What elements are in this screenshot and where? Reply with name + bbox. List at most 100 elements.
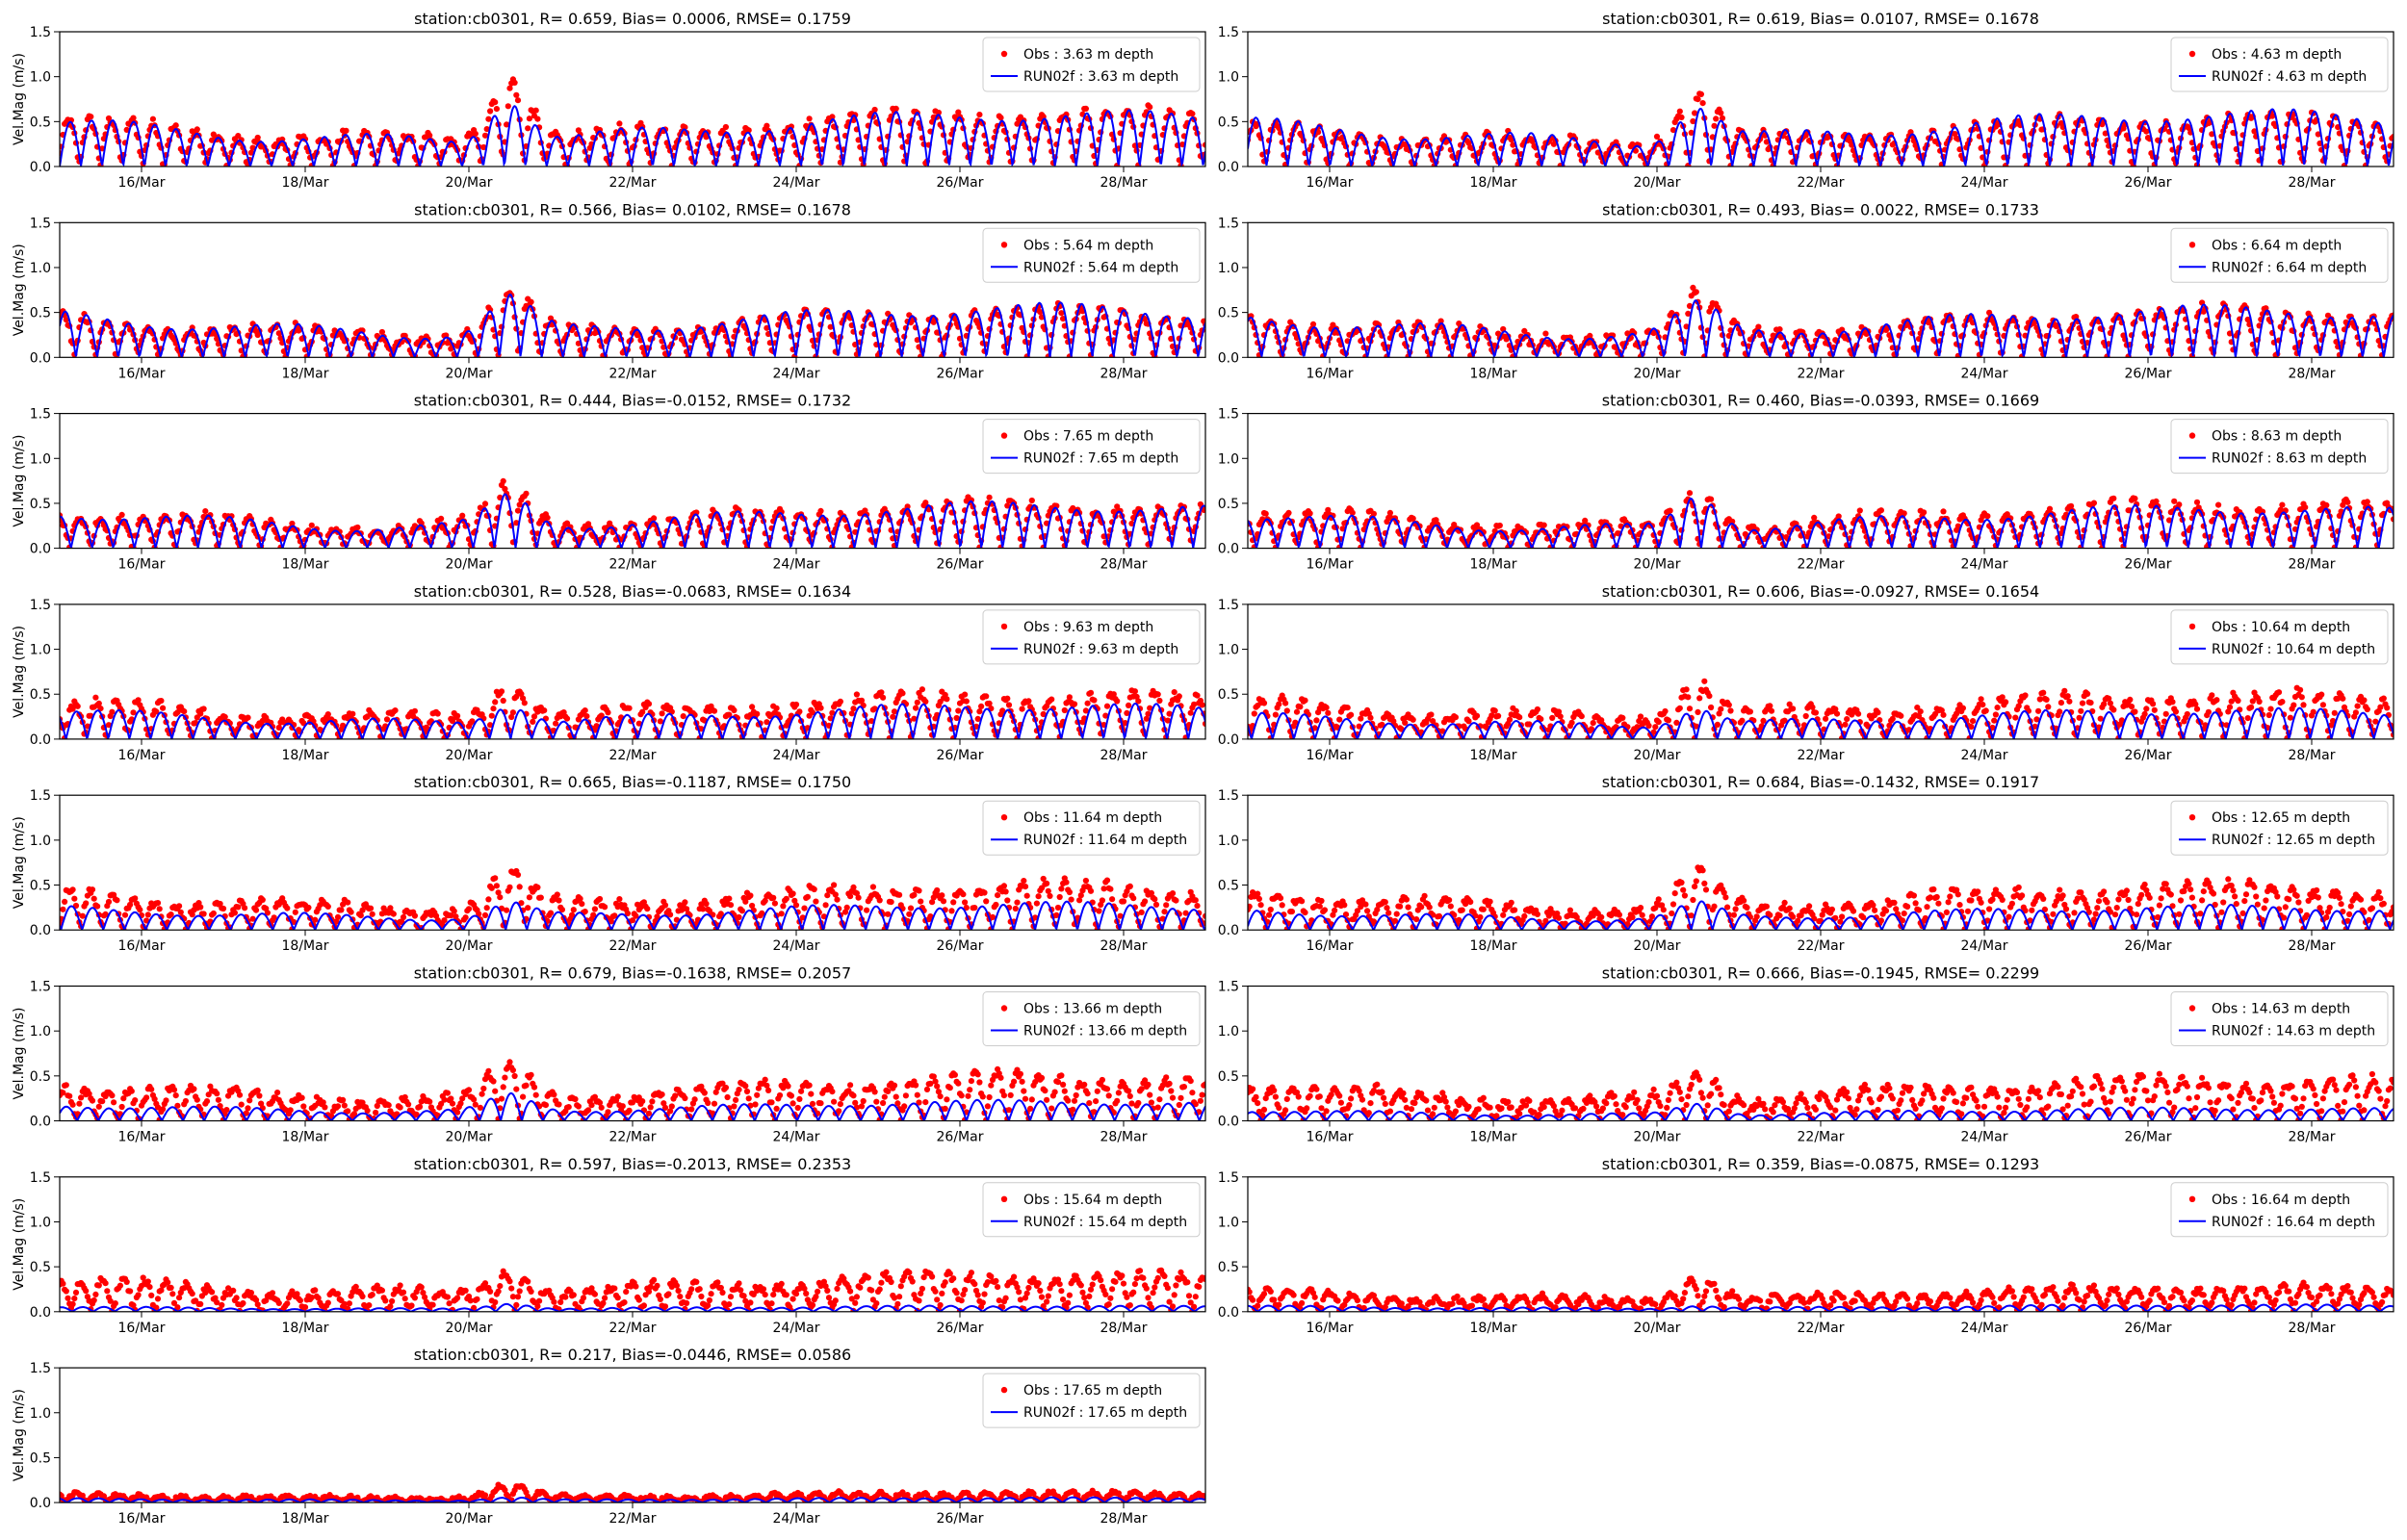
legend-box: [2170, 37, 2389, 92]
obs-point: [481, 500, 489, 507]
obs-point: [490, 706, 497, 712]
obs-point: [1082, 105, 1089, 112]
obs-point: [853, 691, 861, 698]
obs-point: [1202, 141, 1205, 148]
obs-point: [498, 688, 505, 695]
legend-model-label: RUN02f : 7.65 m depth: [1023, 451, 1178, 467]
obs-point: [749, 704, 756, 710]
obs-point: [827, 323, 834, 330]
obs-point: [773, 705, 780, 711]
obs-point: [1060, 316, 1067, 322]
obs-point: [492, 699, 499, 706]
obs-point: [392, 707, 399, 714]
obs-point: [383, 716, 391, 723]
subplot-4.63m: station:cb0301, R= 0.619, Bias= 0.0107, …: [1218, 10, 2394, 191]
y-tick-label: 0.0: [1218, 160, 1239, 175]
obs-point: [92, 694, 99, 701]
y-tick-label: 1.5: [30, 407, 51, 423]
obs-point: [764, 324, 770, 331]
plot-area: [60, 290, 1205, 358]
obs-point: [2193, 499, 2201, 505]
x-tick-label: 18/Mar: [282, 366, 329, 381]
obs-point: [899, 690, 906, 697]
obs-point: [1037, 309, 1044, 316]
obs-point: [1708, 496, 1715, 502]
y-tick-label: 0.5: [1218, 497, 1239, 512]
model-line: [60, 105, 1205, 167]
obs-point: [1014, 120, 1021, 127]
obs-point: [2215, 501, 2222, 508]
obs-point: [880, 694, 887, 701]
y-tick-label: 0.0: [30, 350, 51, 366]
obs-point: [1669, 127, 1677, 134]
y-tick-label: 1.5: [1218, 407, 1239, 423]
legend-obs-label: Obs : 3.63 m depth: [1023, 47, 1153, 63]
obs-point: [528, 298, 534, 305]
obs-point: [1718, 110, 1724, 116]
x-tick-label: 28/Mar: [1100, 366, 1148, 381]
obs-point: [530, 718, 536, 726]
x-tick-label: 24/Mar: [773, 175, 820, 191]
obs-point: [2176, 501, 2183, 508]
obs-point: [1147, 104, 1153, 111]
obs-point: [2090, 500, 2097, 506]
obs-point: [277, 335, 284, 342]
obs-point: [796, 708, 803, 715]
obs-point: [181, 708, 188, 715]
x-tick-label: 26/Mar: [2125, 175, 2172, 191]
obs-point: [1624, 330, 1631, 337]
obs-point: [1496, 522, 1503, 529]
obs-point: [806, 116, 813, 122]
y-tick-label: 1.0: [30, 451, 51, 467]
y-tick-label: 1.5: [1218, 216, 1239, 231]
legend-obs-marker: [2188, 242, 2196, 248]
legend-model-label: RUN02f : 3.63 m depth: [1023, 69, 1178, 85]
obs-point: [149, 116, 156, 122]
obs-point: [1699, 100, 1706, 107]
obs-point: [74, 703, 81, 709]
x-tick-label: 24/Mar: [1961, 175, 2008, 191]
obs-point: [764, 122, 770, 129]
legend-box: [982, 37, 1201, 92]
x-tick-label: 28/Mar: [1100, 557, 1148, 573]
obs-point: [500, 477, 506, 484]
obs-point: [1678, 114, 1685, 120]
x-tick-label: 26/Mar: [937, 366, 984, 381]
legend-obs-label: Obs : 6.64 m depth: [2212, 238, 2342, 253]
obs-point: [2344, 499, 2351, 505]
obs-point: [158, 698, 165, 705]
y-tick-label: 0.0: [30, 542, 51, 557]
obs-point: [2302, 504, 2309, 511]
obs-point: [525, 125, 531, 132]
x-tick-label: 18/Mar: [282, 557, 329, 573]
obs-point: [1667, 507, 1673, 514]
subplot-title: station:cb0301, R= 0.566, Bias= 0.0102, …: [414, 200, 851, 218]
y-tick-label: 1.5: [30, 216, 51, 231]
plot-area: [60, 686, 1205, 739]
y-axis-label: Vel.Mag (m/s): [12, 435, 27, 527]
obs-point: [1676, 108, 1683, 115]
obs-point: [837, 698, 844, 706]
obs-point: [488, 712, 495, 719]
obs-point: [1921, 509, 1928, 516]
x-tick-label: 22/Mar: [1798, 175, 1845, 191]
obs-point: [63, 317, 69, 323]
obs-point: [935, 109, 943, 116]
obs-point: [481, 132, 489, 139]
obs-point: [343, 127, 349, 134]
obs-point: [2390, 134, 2394, 141]
x-tick-label: 18/Mar: [1470, 366, 1517, 381]
x-tick-label: 28/Mar: [2289, 366, 2336, 381]
obs-point: [438, 515, 445, 523]
obs-point: [544, 514, 551, 522]
obs-point: [509, 709, 517, 716]
obs-point: [301, 136, 309, 142]
y-tick-label: 1.0: [1218, 70, 1239, 86]
y-tick-label: 0.5: [30, 497, 51, 512]
obs-point: [1285, 509, 1292, 517]
obs-point: [2364, 499, 2370, 505]
x-tick-label: 18/Mar: [1470, 557, 1517, 573]
